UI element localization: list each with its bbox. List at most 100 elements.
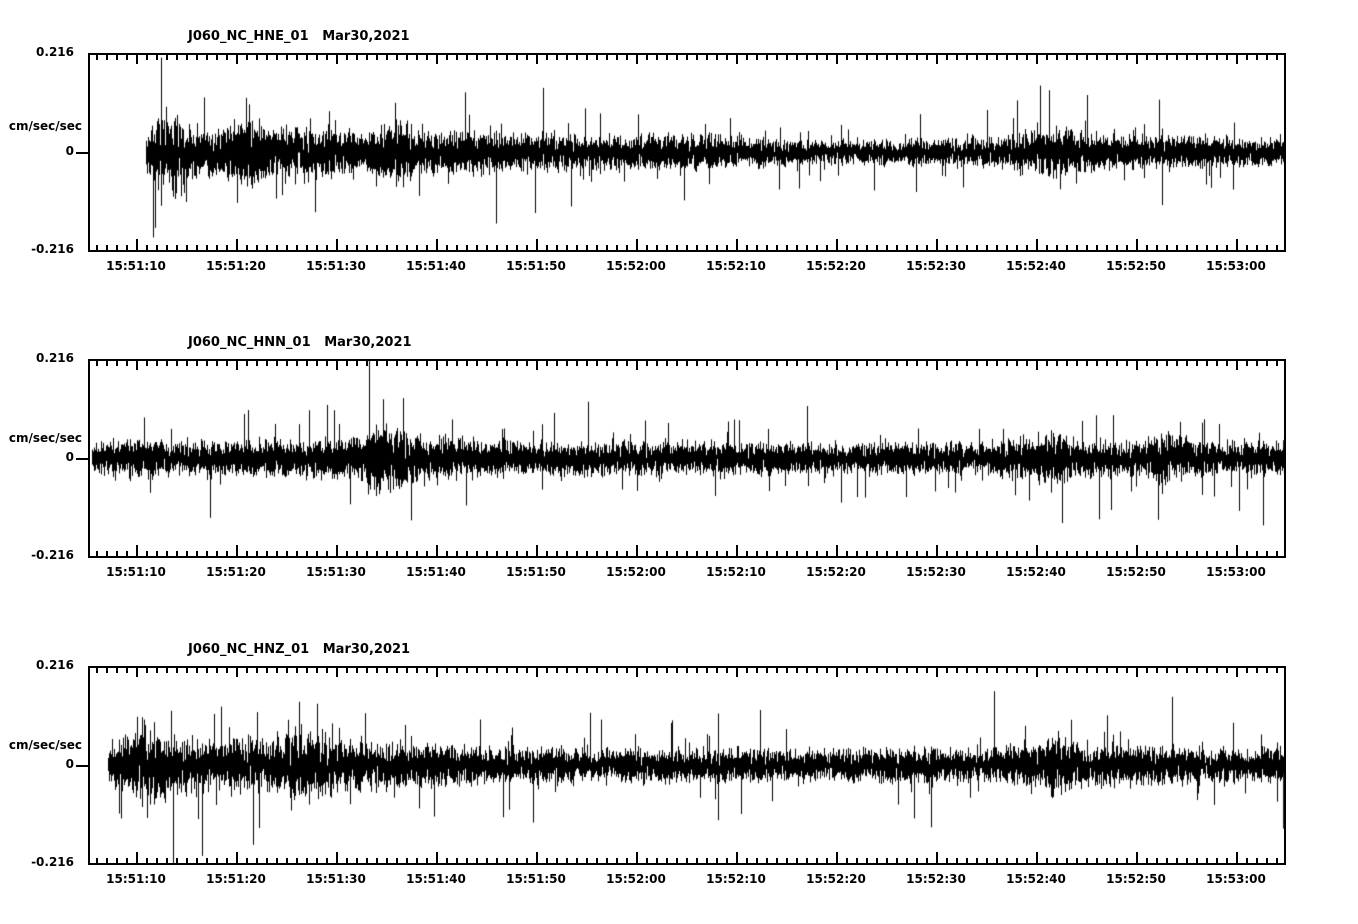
x-tick-bottom bbox=[216, 551, 218, 558]
x-tick-bottom bbox=[306, 245, 308, 252]
x-tick-top bbox=[966, 53, 968, 60]
x-tick-bottom bbox=[1206, 858, 1208, 865]
x-tick-top bbox=[726, 666, 728, 673]
x-tick-top bbox=[266, 666, 268, 673]
x-tick-label: 15:51:20 bbox=[206, 565, 266, 579]
x-tick-top bbox=[236, 359, 238, 370]
x-tick-bottom bbox=[336, 545, 338, 558]
x-tick-bottom bbox=[1176, 245, 1178, 252]
x-tick-bottom bbox=[1096, 551, 1098, 558]
x-tick-label: 15:52:00 bbox=[606, 872, 666, 886]
x-tick-top bbox=[586, 666, 588, 673]
x-tick-bottom bbox=[716, 551, 718, 558]
x-tick-bottom bbox=[666, 858, 668, 865]
x-tick-bottom bbox=[96, 551, 98, 558]
x-tick-top bbox=[746, 53, 748, 60]
x-tick-bottom bbox=[686, 245, 688, 252]
x-tick-top bbox=[1126, 666, 1128, 673]
x-tick-bottom bbox=[866, 245, 868, 252]
x-tick-bottom bbox=[366, 551, 368, 558]
x-tick-top bbox=[616, 53, 618, 60]
x-tick-top bbox=[516, 359, 518, 366]
x-tick-bottom bbox=[796, 858, 798, 865]
x-tick-top bbox=[1256, 359, 1258, 366]
x-tick-bottom bbox=[1136, 545, 1138, 558]
waveform-trace-hnn bbox=[89, 360, 1285, 557]
x-tick-top bbox=[746, 359, 748, 366]
x-tick-top bbox=[626, 666, 628, 673]
x-tick-top bbox=[1146, 53, 1148, 60]
x-tick-bottom bbox=[826, 858, 828, 865]
x-tick-bottom bbox=[696, 551, 698, 558]
y-axis-unit-label-hnn: cm/sec/sec bbox=[8, 431, 82, 445]
x-tick-bottom bbox=[1196, 858, 1198, 865]
x-tick-top bbox=[716, 53, 718, 60]
x-tick-top bbox=[576, 666, 578, 673]
x-tick-top bbox=[746, 666, 748, 673]
x-tick-bottom bbox=[526, 858, 528, 865]
x-tick-bottom bbox=[286, 551, 288, 558]
x-tick-top bbox=[286, 359, 288, 366]
x-tick-bottom bbox=[1116, 245, 1118, 252]
x-tick-bottom bbox=[1086, 858, 1088, 865]
x-tick-bottom bbox=[786, 858, 788, 865]
x-tick-bottom bbox=[386, 551, 388, 558]
x-tick-top bbox=[636, 53, 638, 64]
x-tick-bottom bbox=[126, 245, 128, 252]
x-tick-top bbox=[486, 53, 488, 60]
x-tick-bottom bbox=[826, 245, 828, 252]
x-tick-top bbox=[1166, 666, 1168, 673]
x-tick-top bbox=[846, 53, 848, 60]
x-tick-bottom bbox=[816, 245, 818, 252]
x-tick-bottom bbox=[266, 858, 268, 865]
x-tick-bottom bbox=[146, 858, 148, 865]
x-tick-label: 15:51:50 bbox=[506, 565, 566, 579]
x-tick-top bbox=[1106, 666, 1108, 673]
x-tick-bottom bbox=[866, 551, 868, 558]
x-tick-bottom bbox=[166, 858, 168, 865]
x-tick-top bbox=[646, 359, 648, 366]
x-tick-top bbox=[776, 359, 778, 366]
x-tick-label: 15:51:40 bbox=[406, 565, 466, 579]
x-tick-top bbox=[1206, 53, 1208, 60]
x-tick-label: 15:52:50 bbox=[1106, 872, 1166, 886]
x-tick-top bbox=[986, 666, 988, 673]
x-tick-bottom bbox=[1006, 858, 1008, 865]
x-tick-label: 15:51:30 bbox=[306, 565, 366, 579]
x-tick-top bbox=[116, 666, 118, 673]
x-tick-bottom bbox=[376, 245, 378, 252]
x-tick-bottom bbox=[756, 245, 758, 252]
x-tick-top bbox=[206, 53, 208, 60]
x-tick-top bbox=[206, 666, 208, 673]
x-tick-top bbox=[1076, 359, 1078, 366]
x-tick-top bbox=[356, 359, 358, 366]
x-tick-bottom bbox=[1256, 858, 1258, 865]
x-tick-bottom bbox=[1226, 858, 1228, 865]
x-tick-bottom bbox=[226, 245, 228, 252]
x-tick-bottom bbox=[236, 545, 238, 558]
x-tick-top bbox=[1066, 53, 1068, 60]
x-tick-bottom bbox=[996, 551, 998, 558]
x-tick-bottom bbox=[446, 245, 448, 252]
x-tick-top bbox=[786, 53, 788, 60]
x-tick-top bbox=[436, 53, 438, 64]
x-tick-top bbox=[1266, 666, 1268, 673]
x-tick-bottom bbox=[1186, 551, 1188, 558]
x-tick-top bbox=[1006, 666, 1008, 673]
x-tick-bottom bbox=[336, 239, 338, 252]
x-tick-top bbox=[406, 666, 408, 673]
x-tick-bottom bbox=[776, 858, 778, 865]
x-tick-bottom bbox=[1216, 551, 1218, 558]
x-tick-bottom bbox=[566, 551, 568, 558]
x-tick-bottom bbox=[436, 852, 438, 865]
x-tick-top bbox=[176, 666, 178, 673]
x-tick-bottom bbox=[686, 858, 688, 865]
x-tick-bottom bbox=[936, 545, 938, 558]
x-tick-bottom bbox=[436, 239, 438, 252]
x-tick-bottom bbox=[1176, 858, 1178, 865]
x-tick-bottom bbox=[946, 551, 948, 558]
x-tick-bottom bbox=[216, 245, 218, 252]
y-tick-zero-mark bbox=[76, 151, 88, 154]
x-tick-top bbox=[946, 359, 948, 366]
x-tick-top bbox=[696, 359, 698, 366]
